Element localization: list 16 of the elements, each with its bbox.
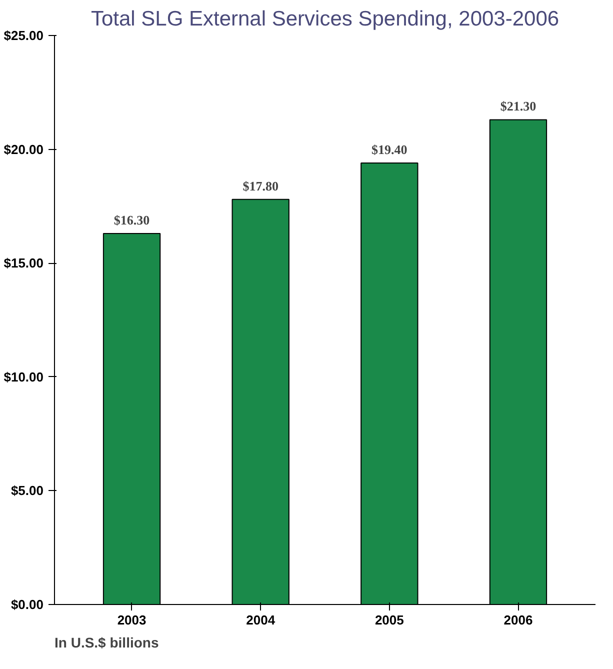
data-label: $19.40 — [372, 142, 408, 157]
y-tick-label: $25.00 — [4, 28, 44, 43]
data-label: $16.30 — [114, 212, 150, 228]
y-tick-label: $5.00 — [10, 483, 44, 498]
y-tick-label: $10.00 — [4, 369, 44, 384]
x-tick-label: 2005 — [374, 612, 404, 628]
data-label: $21.30 — [500, 98, 536, 114]
x-tick-label: 2003 — [117, 612, 146, 628]
data-label: $17.80 — [242, 178, 278, 194]
chart-title: Total SLG External Services Spending, 2003-2006 — [90, 8, 560, 30]
x-tick-label: 2004 — [246, 612, 276, 628]
text: In U.S.$ billions — [54, 634, 159, 650]
y-tick-label: $15.00 — [4, 256, 44, 271]
y-tick-label: $20.00 — [4, 142, 44, 157]
x-tick-label: 2006 — [504, 612, 533, 628]
y-tick-label: $0.00 — [10, 597, 44, 612]
